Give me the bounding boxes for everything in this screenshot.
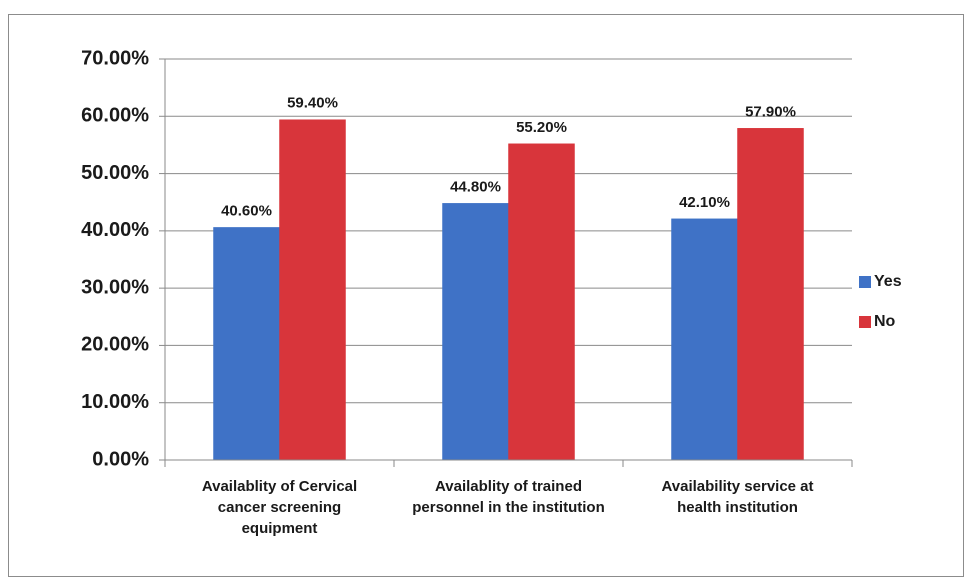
y-tick-label: 50.00% [81, 162, 149, 184]
y-tick-label: 10.00% [81, 391, 149, 413]
legend-swatch [859, 276, 871, 288]
bar [671, 218, 738, 461]
y-tick-label: 0.00% [92, 448, 149, 470]
bar [737, 128, 804, 461]
y-tick-label: 70.00% [81, 47, 149, 69]
value-label: 42.10% [679, 194, 730, 211]
bar [508, 143, 575, 461]
value-label: 55.20% [516, 119, 567, 136]
legend-label: No [874, 313, 896, 330]
y-tick-label: 20.00% [81, 334, 149, 356]
value-label: 44.80% [450, 178, 501, 195]
bar [442, 203, 509, 461]
y-tick-label: 30.00% [81, 276, 149, 298]
value-label: 40.60% [221, 202, 272, 219]
legend-label: Yes [874, 273, 902, 290]
value-label: 57.90% [745, 103, 796, 120]
value-label: 59.40% [287, 95, 338, 112]
legend-swatch [859, 316, 871, 328]
x-tick-label: Availablity of trained personnel in the … [412, 478, 605, 516]
y-tick-label: 40.00% [81, 219, 149, 241]
x-tick-label: Availablity of Cervical cancer screening… [201, 478, 358, 537]
chart-frame [8, 14, 964, 577]
x-tick-label: Availability service at health instituti… [661, 478, 814, 516]
y-tick-label: 60.00% [81, 105, 149, 127]
bar [213, 227, 280, 461]
bar [279, 119, 346, 461]
